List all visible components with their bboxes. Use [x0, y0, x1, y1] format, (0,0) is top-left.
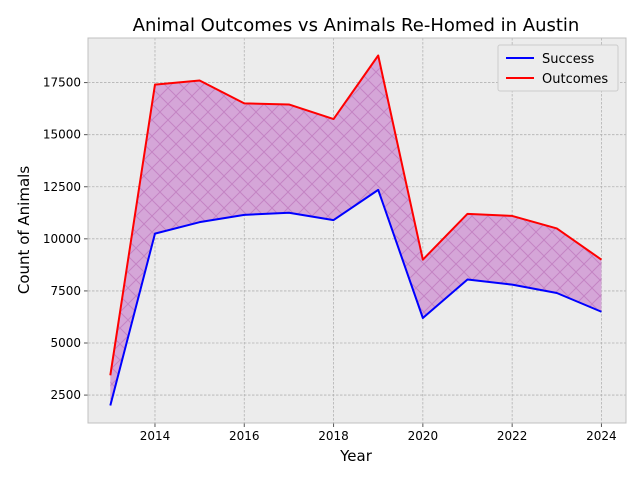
x-tick-label: 2024: [586, 429, 617, 443]
y-tick-label: 15000: [43, 128, 81, 142]
y-tick-label: 2500: [50, 388, 81, 402]
legend: Success Outcomes: [497, 44, 619, 92]
x-tick-label: 2018: [318, 429, 349, 443]
legend-box: [497, 44, 619, 92]
axes: 2014 2016 2018 2020 2022 2024 2500 5000 7500 1000…: [43, 37, 627, 443]
plot-frame: [87, 37, 627, 424]
y-tick-label: 12500: [43, 180, 81, 194]
legend-label-outcomes: Outcomes: [542, 72, 608, 87]
series-line-success: [109, 188, 602, 406]
fill-between-hatch: [110, 55, 602, 406]
series-line-outcomes: [109, 54, 603, 376]
chart-title: Animal Outcomes vs Animals Re-Homed in A…: [133, 15, 580, 36]
x-tick-label: 2014: [140, 429, 171, 443]
legend-label-success: Success: [542, 52, 595, 67]
x-tick-label: 2020: [408, 429, 439, 443]
fill-between-area: [110, 55, 602, 406]
x-tick-label: 2016: [229, 429, 260, 443]
x-tick-label: 2022: [497, 429, 528, 443]
y-tick-label: 7500: [50, 284, 81, 298]
y-tick-label: 10000: [43, 232, 81, 246]
series-lines: [109, 54, 603, 406]
y-axis-label: Count of Animals: [15, 166, 33, 294]
y-tick-label: 5000: [50, 336, 81, 350]
x-axis-label: Year: [339, 447, 373, 465]
y-tick-label: 17500: [43, 76, 81, 90]
